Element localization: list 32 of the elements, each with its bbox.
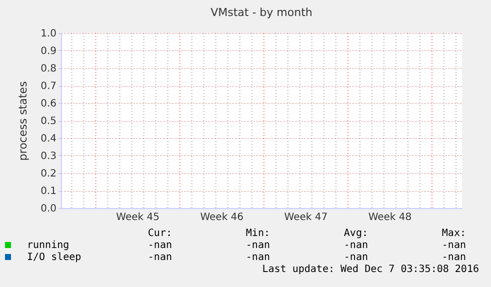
legend-label: I/O sleep <box>27 252 82 263</box>
text: -nan <box>442 240 466 251</box>
y-tick-label: 0.7 <box>40 81 56 92</box>
text: Avg: <box>344 228 368 239</box>
x-tick-label: Week 48 <box>368 212 412 223</box>
y-tick-label: 1.0 <box>40 28 56 40</box>
text: Cur: <box>148 228 172 239</box>
x-tick-label: Week 47 <box>284 212 328 223</box>
text: Last update: Wed Dec 7 03:35:08 2016 <box>262 264 479 275</box>
text: -nan <box>148 252 172 263</box>
x-tick-label: Week 46 <box>200 212 244 223</box>
y-axis-title: process states <box>16 81 30 161</box>
y-tick-label: 0.2 <box>40 168 56 180</box>
y-tick-label: 0.0 <box>40 204 56 214</box>
text: -nan <box>246 252 270 263</box>
y-tick-label: 0.9 <box>40 46 56 57</box>
chart-title: VMstat - by month <box>210 6 312 19</box>
text: Max: <box>442 228 466 239</box>
y-tick-label: 0.8 <box>40 64 56 74</box>
text: -nan <box>442 252 466 263</box>
y-tick-label: 0.3 <box>40 151 56 162</box>
text: -nan <box>344 240 368 251</box>
text: -nan <box>344 252 368 263</box>
text: -nan <box>246 240 270 251</box>
text: Min: <box>246 228 270 239</box>
y-tick-label: 0.5 <box>40 116 56 127</box>
y-tick-label: 0.4 <box>40 134 56 144</box>
x-tick-label: Week 45 <box>116 212 160 223</box>
text: -nan <box>148 240 172 251</box>
legend-label: running <box>27 240 70 251</box>
y-tick-label: 0.1 <box>40 186 56 197</box>
y-tick-label: 0.6 <box>40 98 56 110</box>
